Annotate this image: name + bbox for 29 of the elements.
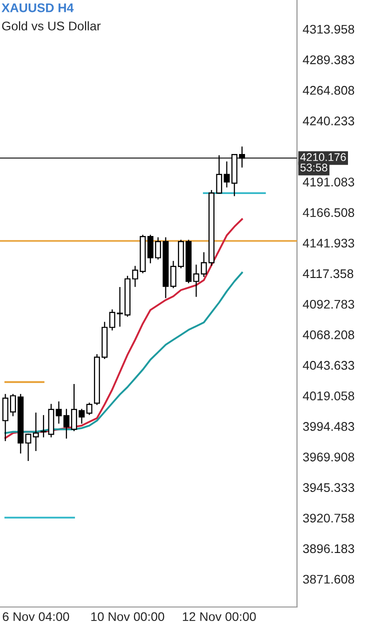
y-tick-label: 3920.758 [303, 514, 354, 523]
y-tick-label: 3994.483 [303, 422, 354, 431]
y-tick-label: 4043.633 [302, 360, 354, 370]
y-tick-label: 4240.233 [302, 116, 354, 126]
y-tick-label: 4068.208 [302, 330, 354, 340]
y-tick-label: 3969.908 [303, 452, 354, 462]
y-tick-label: 4289.383 [302, 55, 354, 64]
chart-title: XAUUSD H4 [2, 3, 74, 12]
y-tick-label: 4141.933 [302, 238, 354, 248]
y-tick-label: 3871.608 [303, 574, 354, 584]
x-tick-label: 10 Nov 00:00 [91, 612, 164, 622]
candlestick [25, 434, 32, 461]
text: Gold vs US Dollar [2, 21, 101, 30]
text: 53:58 [300, 164, 328, 172]
candlestick [86, 402, 92, 415]
candlestick [32, 412, 39, 452]
y-tick-label: 4019.058 [302, 391, 354, 400]
y-tick-label: 4264.808 [302, 86, 354, 95]
y-tick-label: 4166.508 [302, 208, 354, 218]
y-tick-label: 4092.783 [302, 300, 354, 309]
y-tick-label: 3945.333 [303, 483, 354, 492]
y-tick-label: 4313.958 [302, 24, 354, 34]
y-tick-label: 4191.083 [302, 178, 354, 186]
ref-line-label: 4210.176 [300, 153, 346, 162]
y-tick-label: 4117.358 [302, 269, 354, 278]
x-tick-label: 12 Nov 00:00 [182, 612, 256, 622]
line-series [4, 218, 243, 439]
x-tick-label: 6 Nov 04:00 [2, 612, 70, 622]
y-tick-label: 3896.183 [303, 544, 354, 554]
